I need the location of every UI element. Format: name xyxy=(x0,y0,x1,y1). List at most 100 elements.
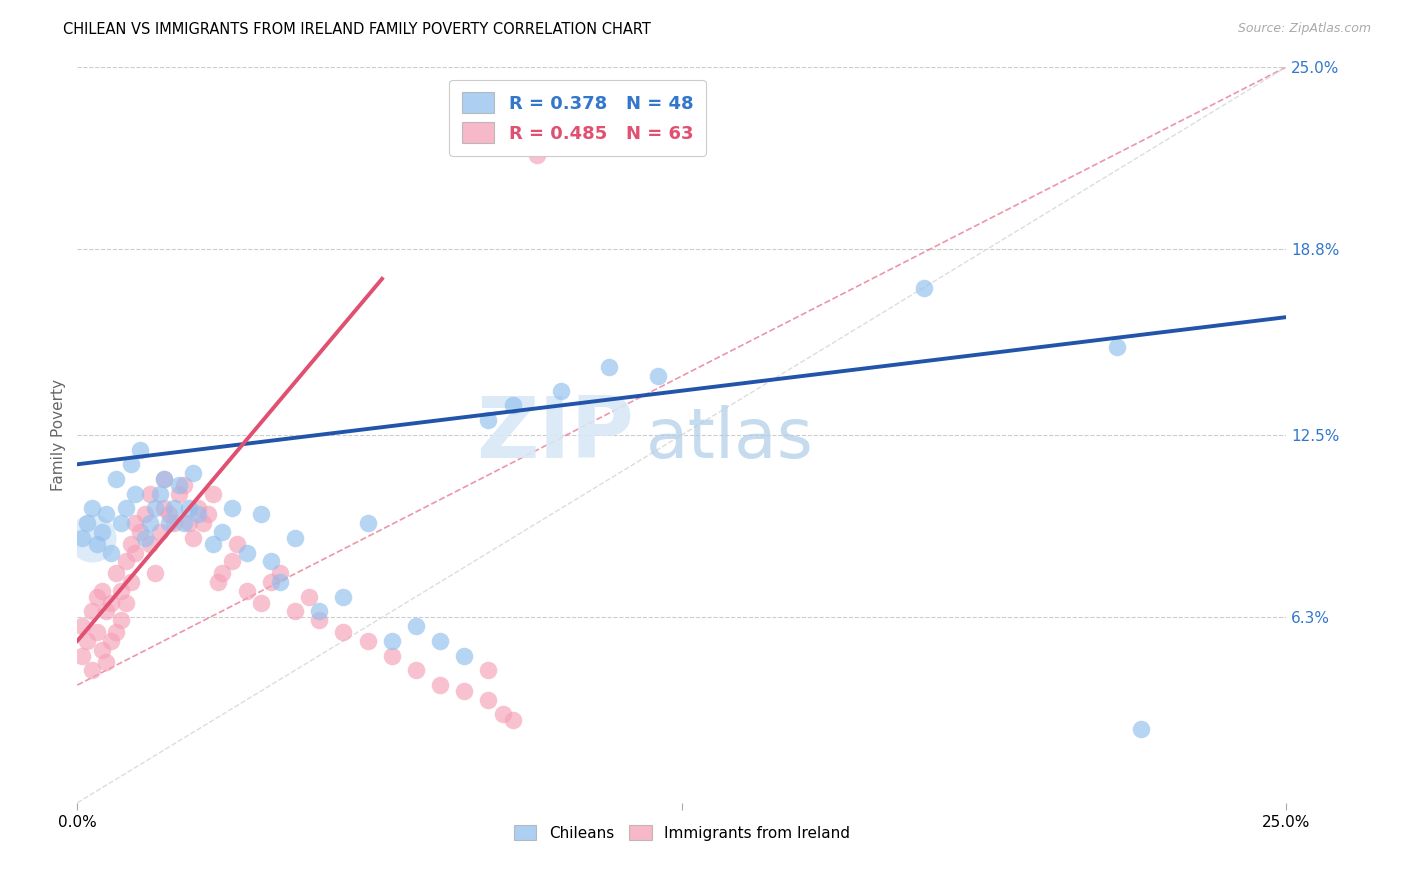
Point xyxy=(96,508,118,522)
Point xyxy=(157,516,180,530)
Point xyxy=(429,678,451,692)
Point xyxy=(80,664,103,678)
Point xyxy=(912,281,935,295)
Point xyxy=(80,531,103,545)
Point xyxy=(356,633,378,648)
Point xyxy=(177,501,200,516)
Point xyxy=(187,501,209,516)
Point xyxy=(70,531,93,545)
Text: CHILEAN VS IMMIGRANTS FROM IRELAND FAMILY POVERTY CORRELATION CHART: CHILEAN VS IMMIGRANTS FROM IRELAND FAMIL… xyxy=(63,22,651,37)
Point xyxy=(235,583,257,598)
Point xyxy=(120,457,142,471)
Point xyxy=(183,531,205,545)
Point xyxy=(173,516,195,530)
Point xyxy=(177,516,200,530)
Point xyxy=(70,619,93,633)
Point xyxy=(105,566,128,581)
Point xyxy=(143,566,166,581)
Point xyxy=(163,501,186,516)
Point xyxy=(70,648,93,663)
Point xyxy=(100,545,122,560)
Point xyxy=(226,537,249,551)
Point xyxy=(173,478,195,492)
Point xyxy=(105,625,128,640)
Point xyxy=(100,633,122,648)
Point xyxy=(120,537,142,551)
Point xyxy=(105,472,128,486)
Point xyxy=(129,442,152,457)
Point xyxy=(381,633,404,648)
Point xyxy=(153,472,176,486)
Point xyxy=(120,575,142,590)
Point xyxy=(453,684,475,698)
Point xyxy=(167,478,190,492)
Point xyxy=(502,714,524,728)
Point xyxy=(598,360,620,375)
Point xyxy=(167,487,190,501)
Point xyxy=(124,487,146,501)
Point xyxy=(492,707,515,722)
Point xyxy=(250,596,273,610)
Point xyxy=(139,516,162,530)
Point xyxy=(86,590,108,604)
Point xyxy=(284,605,307,619)
Point xyxy=(260,554,283,568)
Point xyxy=(96,655,118,669)
Point xyxy=(80,501,103,516)
Point xyxy=(201,537,224,551)
Point xyxy=(96,605,118,619)
Point xyxy=(76,516,98,530)
Point xyxy=(134,531,156,545)
Point xyxy=(502,398,524,412)
Point xyxy=(250,508,273,522)
Point xyxy=(80,605,103,619)
Point xyxy=(86,537,108,551)
Point xyxy=(269,566,291,581)
Point xyxy=(148,487,170,501)
Point xyxy=(308,613,330,627)
Point xyxy=(139,537,162,551)
Legend: Chileans, Immigrants from Ireland: Chileans, Immigrants from Ireland xyxy=(508,819,856,847)
Point xyxy=(269,575,291,590)
Point xyxy=(211,524,233,539)
Point xyxy=(187,508,209,522)
Point xyxy=(260,575,283,590)
Point xyxy=(477,413,499,427)
Point xyxy=(86,625,108,640)
Point xyxy=(477,692,499,706)
Point xyxy=(381,648,404,663)
Point xyxy=(332,590,354,604)
Point xyxy=(114,501,136,516)
Point xyxy=(76,633,98,648)
Point xyxy=(110,613,132,627)
Point xyxy=(114,554,136,568)
Point xyxy=(201,487,224,501)
Point xyxy=(550,384,572,398)
Point xyxy=(197,508,219,522)
Point xyxy=(153,472,176,486)
Point xyxy=(124,516,146,530)
Point xyxy=(356,516,378,530)
Point xyxy=(221,554,243,568)
Text: atlas: atlas xyxy=(645,405,814,472)
Point xyxy=(429,633,451,648)
Point xyxy=(477,664,499,678)
Point xyxy=(90,642,112,657)
Point xyxy=(134,508,156,522)
Point xyxy=(110,516,132,530)
Point xyxy=(90,524,112,539)
Point xyxy=(183,466,205,480)
Point xyxy=(163,516,186,530)
Point xyxy=(1130,723,1153,737)
Point xyxy=(405,664,427,678)
Point xyxy=(90,583,112,598)
Point xyxy=(110,583,132,598)
Point xyxy=(100,596,122,610)
Point xyxy=(235,545,257,560)
Point xyxy=(298,590,321,604)
Point xyxy=(405,619,427,633)
Point xyxy=(157,508,180,522)
Point xyxy=(148,524,170,539)
Point xyxy=(139,487,162,501)
Text: Source: ZipAtlas.com: Source: ZipAtlas.com xyxy=(1237,22,1371,36)
